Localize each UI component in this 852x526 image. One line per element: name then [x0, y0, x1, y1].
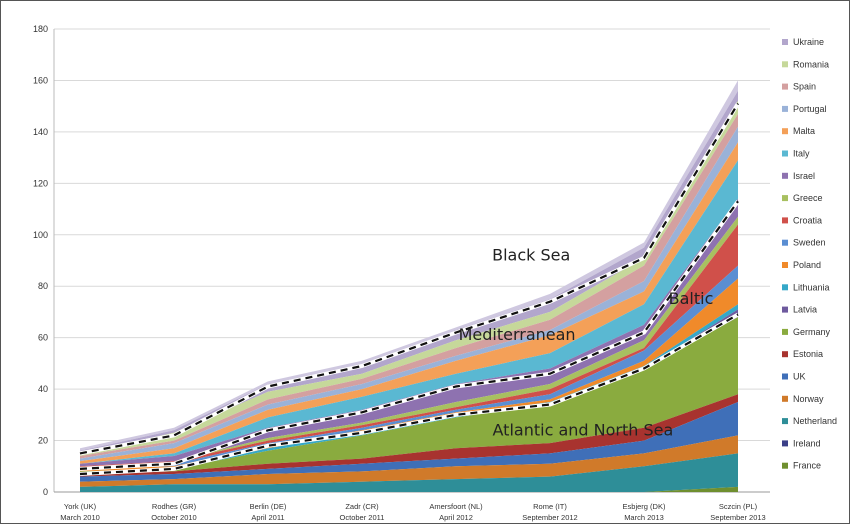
x-tick-date: October 2010 [151, 513, 196, 522]
legend-swatch [782, 128, 788, 135]
legend-label: UK [793, 372, 806, 382]
area-estonia [80, 394, 738, 477]
legend-label: France [793, 461, 821, 471]
legend-label: Latvia [793, 305, 817, 315]
y-tick-label: 120 [33, 178, 48, 188]
legend-label: Israel [793, 171, 815, 181]
legend-swatch [782, 462, 788, 469]
legend-swatch [782, 262, 788, 268]
legend-label: Estonia [793, 349, 823, 359]
legend-label: Netherland [793, 416, 837, 426]
legend-label: Croatia [793, 215, 822, 225]
legend-label: Italy [793, 149, 810, 159]
x-tick-label: Berlin (DE) [250, 502, 287, 511]
x-tick-date: September 2013 [710, 513, 765, 522]
legend-label: Ukraine [793, 37, 824, 47]
y-tick-label: 140 [33, 127, 48, 137]
y-tick-label: 160 [33, 75, 48, 85]
x-tick-label: Amersfoort (NL) [429, 502, 483, 511]
legend-label: Poland [793, 260, 821, 270]
legend-swatch [782, 39, 788, 45]
area-germany [80, 317, 738, 474]
x-tick-date: April 2012 [439, 513, 473, 522]
legend-swatch [782, 284, 788, 291]
region-annotation: Atlantic and North Sea [493, 420, 674, 439]
legend-swatch [782, 61, 788, 68]
y-tick-label: 80 [38, 281, 48, 291]
legend-swatch [782, 172, 788, 179]
legend-swatch [782, 105, 788, 112]
x-tick-label: Rome (IT) [533, 502, 567, 511]
legend-swatch [782, 239, 788, 246]
legend-swatch [782, 195, 788, 202]
legend-swatch [782, 217, 788, 224]
y-tick-label: 60 [38, 333, 48, 343]
dashed-boundary-0 [79, 313, 739, 476]
region-annotation: Mediterranean [459, 325, 576, 344]
y-tick-label: 0 [43, 487, 48, 497]
legend-swatch [782, 395, 788, 402]
y-tick-label: 180 [33, 24, 48, 34]
legend-swatch [782, 328, 788, 335]
legend-swatch [782, 83, 788, 90]
legend-label: Malta [793, 126, 815, 136]
x-tick-date: September 2012 [522, 513, 577, 522]
legend-swatch [782, 150, 788, 157]
area-uk [80, 402, 738, 482]
y-tick-label: 20 [38, 436, 48, 446]
legend-swatch [782, 351, 788, 358]
legend-swatch [782, 418, 788, 425]
dashed-boundary-1 [79, 200, 739, 470]
region-annotation: Black Sea [492, 246, 570, 265]
area-top-band [80, 80, 738, 451]
legend-swatch [782, 440, 788, 447]
legend-swatch [782, 373, 788, 380]
y-tick-label: 40 [38, 384, 48, 394]
x-tick-label: Esbjerg (DK) [623, 502, 666, 511]
x-tick-date: March 2013 [624, 513, 664, 522]
area-france [80, 486, 738, 492]
legend-swatch [782, 306, 788, 313]
x-tick-label: Zadr (CR) [345, 502, 379, 511]
legend-label: Sweden [793, 238, 826, 248]
region-annotation: Baltic [669, 289, 714, 308]
x-tick-date: October 2011 [340, 513, 385, 522]
x-tick-date: March 2010 [60, 513, 100, 522]
legend-label: Germany [793, 327, 831, 337]
x-tick-label: Sczcin (PL) [719, 502, 758, 511]
legend-label: Greece [793, 193, 823, 203]
y-tick-label: 100 [33, 230, 48, 240]
legend-label: Romania [793, 59, 829, 69]
area-netherland [80, 453, 738, 492]
x-tick-label: Rodhes (GR) [152, 502, 197, 511]
x-tick-date: April 2011 [251, 513, 284, 522]
x-tick-label: York (UK) [64, 502, 97, 511]
area-ukraine [80, 90, 738, 454]
legend-label: Spain [793, 82, 816, 92]
legend-label: Norway [793, 394, 824, 404]
legend-label: Lithuania [793, 282, 830, 292]
legend-label: Ireland [793, 438, 821, 448]
legend-label: Portugal [793, 104, 827, 114]
dashed-boundary-2 [79, 103, 739, 455]
area-norway [80, 435, 738, 487]
